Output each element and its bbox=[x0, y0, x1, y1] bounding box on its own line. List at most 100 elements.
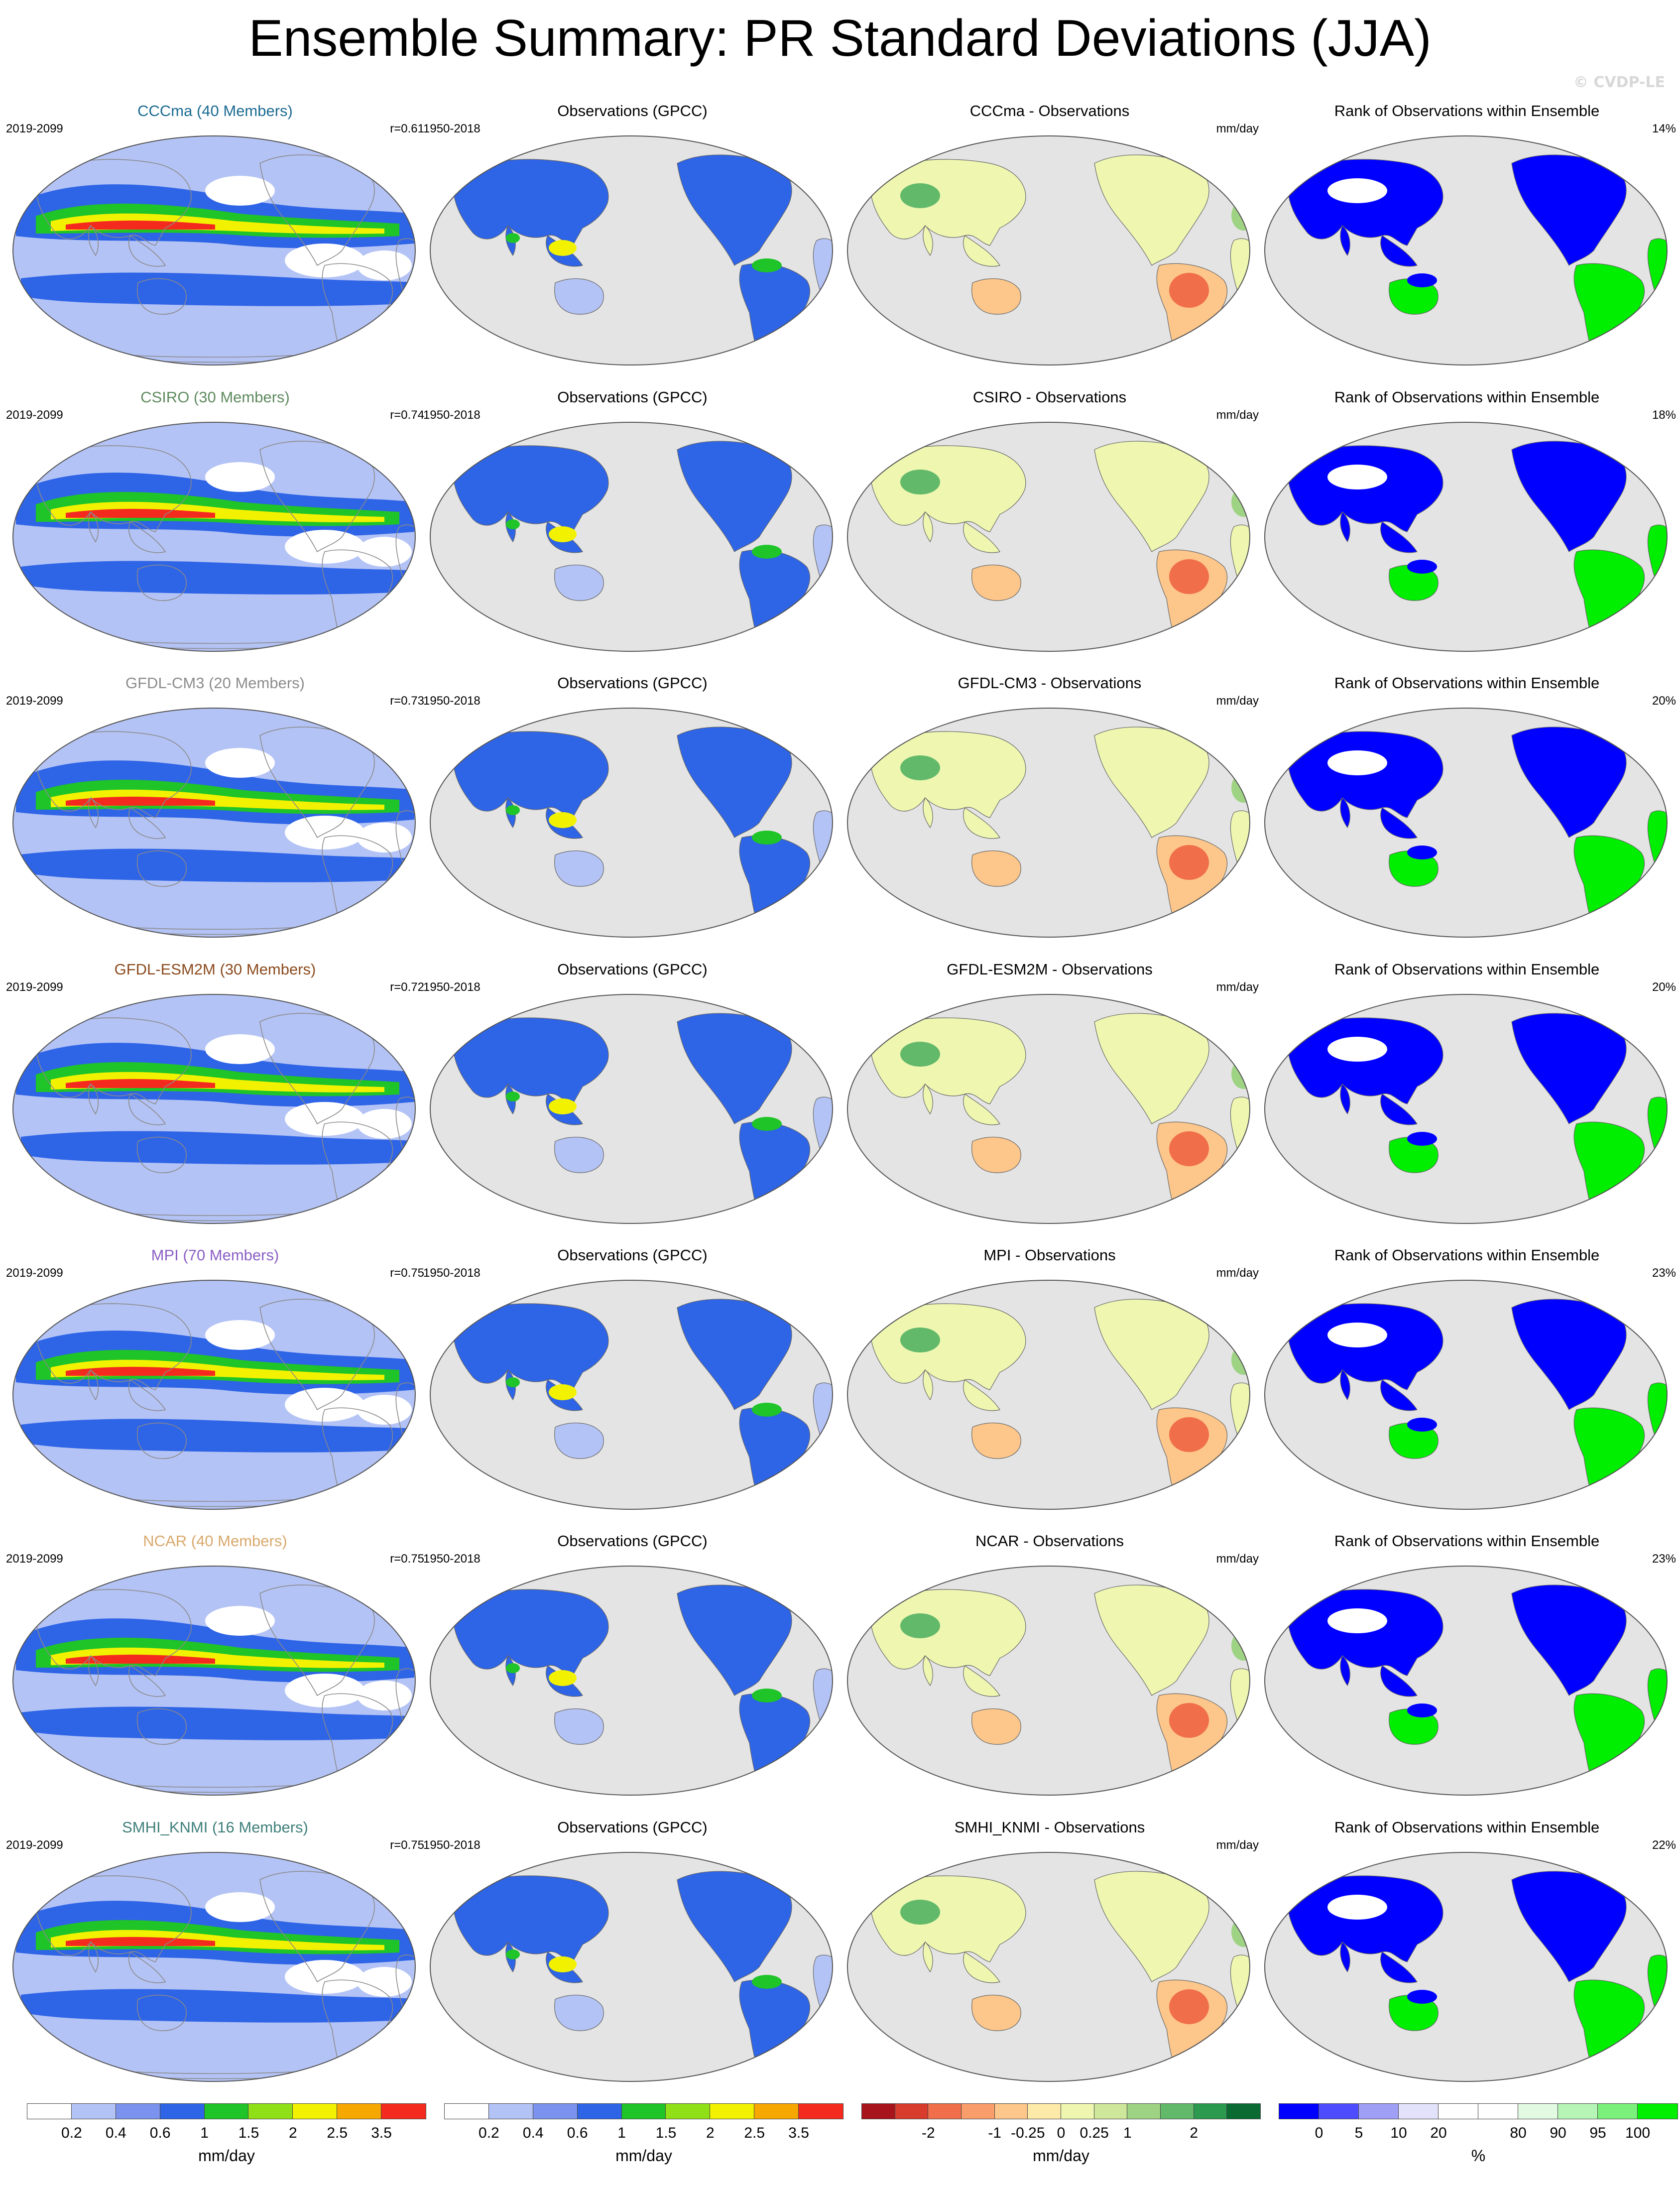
colorbar-cell bbox=[798, 2103, 844, 2119]
globe-outline bbox=[12, 1852, 416, 2082]
colorbar-cell bbox=[337, 2103, 382, 2119]
map-background bbox=[847, 136, 1250, 365]
land-austr bbox=[554, 564, 604, 601]
coastline-seasia bbox=[128, 235, 166, 267]
map-background bbox=[847, 1852, 1250, 2081]
copyright-label: © CVDP-LE bbox=[1573, 74, 1665, 91]
land-asia bbox=[869, 1875, 1026, 1962]
map-panel-obs: Observations (GPCC) 1950-2018 bbox=[423, 1819, 841, 2097]
land-india bbox=[1340, 1655, 1350, 1687]
land-afric bbox=[1647, 524, 1667, 598]
rank-gap bbox=[1327, 465, 1387, 489]
coastline-india bbox=[88, 1083, 99, 1115]
globe-map-obs bbox=[430, 1280, 833, 1510]
colorbar-tick-label: 1.5 bbox=[655, 2125, 677, 2141]
globe-outline bbox=[847, 1852, 1250, 2082]
coastline-india bbox=[88, 511, 99, 543]
land-india bbox=[1340, 1941, 1350, 1973]
land-austr bbox=[971, 1994, 1021, 2031]
rank-gap bbox=[1327, 1037, 1387, 1062]
land-asia bbox=[869, 1017, 1026, 1104]
colorbar-cells bbox=[1279, 2103, 1678, 2119]
colorbar-units: mm/day bbox=[615, 2147, 672, 2165]
colorbar-tick-label: 3.5 bbox=[788, 2125, 809, 2141]
colorbar-tick-label: 20 bbox=[1430, 2125, 1447, 2141]
map-panel-diff: GFDL-CM3 - Observations mm/day bbox=[840, 674, 1259, 953]
colorbar-cell bbox=[71, 2103, 117, 2119]
panel-title: CSIRO - Observations bbox=[972, 388, 1127, 406]
land-afric bbox=[1230, 238, 1250, 311]
coastline-austr bbox=[136, 564, 187, 601]
colorbar-tick-label: 0.6 bbox=[149, 2125, 171, 2141]
globe-map-diff bbox=[847, 135, 1250, 365]
land-india bbox=[1340, 511, 1350, 543]
panel-title: MPI - Observations bbox=[983, 1246, 1116, 1264]
globe-outline bbox=[12, 994, 416, 1224]
colorbar-cell bbox=[621, 2103, 667, 2119]
land-afric bbox=[813, 1382, 833, 1456]
land-austr bbox=[971, 278, 1021, 315]
globe-outline bbox=[430, 1852, 833, 2082]
positive-anomaly bbox=[900, 1328, 940, 1352]
colorbar-cell bbox=[1279, 2103, 1320, 2119]
colorbar-tick-label: 0 bbox=[1315, 2125, 1323, 2141]
globe-map-model bbox=[12, 422, 416, 652]
units-label: mm/day bbox=[1216, 122, 1259, 135]
rank-gap bbox=[1327, 1323, 1387, 1347]
coastline-seasia bbox=[128, 1379, 166, 1411]
globe-outline bbox=[1264, 1852, 1668, 2082]
panel-title: NCAR - Observations bbox=[975, 1532, 1124, 1550]
panel-title: NCAR (40 Members) bbox=[143, 1532, 287, 1550]
land-afric bbox=[1230, 1096, 1250, 1170]
map-background bbox=[1265, 1280, 1667, 1509]
dry-region bbox=[285, 1960, 364, 1994]
land-samer bbox=[739, 1121, 811, 1223]
panel-title: GFDL-ESM2M (30 Members) bbox=[114, 961, 316, 978]
colorbar-tick-label: 2 bbox=[288, 2125, 297, 2141]
globe-outline bbox=[12, 708, 416, 938]
map-background bbox=[13, 994, 415, 1223]
land-seasia bbox=[963, 1379, 1000, 1411]
globe-map-model bbox=[12, 1280, 416, 1510]
monsoon-max bbox=[506, 519, 520, 529]
panel-title: GFDL-CM3 (20 Members) bbox=[125, 674, 305, 692]
land-afric bbox=[1647, 1096, 1667, 1170]
globe-outline bbox=[1264, 135, 1668, 365]
globe-map-diff bbox=[847, 1566, 1250, 1796]
monsoon-max bbox=[506, 233, 520, 243]
colorbar-cell bbox=[861, 2103, 896, 2119]
colorbar-cell bbox=[1478, 2103, 1519, 2119]
map-panel-model: NCAR (40 Members) 2019-2099 r=0.75 bbox=[6, 1532, 424, 1811]
map-panel-rank: Rank of Observations within Ensemble 20% bbox=[1258, 961, 1676, 1239]
colorbar-tick-label: 0.6 bbox=[567, 2125, 588, 2141]
colorbar-cell bbox=[1558, 2103, 1598, 2119]
map-background bbox=[1265, 136, 1667, 365]
globe-outline bbox=[1264, 994, 1668, 1224]
coastline-austr bbox=[136, 278, 187, 315]
map-panel-rank: Rank of Observations within Ensemble 20% bbox=[1258, 674, 1676, 953]
positive-anomaly bbox=[900, 183, 940, 208]
land-seasia bbox=[963, 1951, 1000, 1983]
globe-outline bbox=[12, 1280, 416, 1510]
monsoon-max bbox=[549, 240, 577, 256]
positive-anomaly bbox=[1231, 1917, 1250, 1947]
map-panel-diff: SMHI_KNMI - Observations mm/day bbox=[840, 1819, 1259, 2097]
map-background bbox=[1265, 1852, 1667, 2081]
coastline-austr bbox=[136, 1708, 187, 1745]
colorbar-tick-label: 95 bbox=[1589, 2125, 1606, 2141]
period-label: 2019-2099 bbox=[6, 1838, 63, 1852]
map-panel-model: GFDL-CM3 (20 Members) 2019-2099 r=0.73 bbox=[6, 674, 424, 953]
coastline-asia bbox=[35, 159, 192, 246]
map-panel-model: GFDL-ESM2M (30 Members) 2019-2099 r=0.72 bbox=[6, 961, 424, 1239]
map-panel-model: CCCma (40 Members) 2019-2099 r=0.61 bbox=[6, 102, 424, 381]
colorbar-tick-label: -0.25 bbox=[1011, 2125, 1045, 2141]
globe-map-rank bbox=[1264, 994, 1668, 1224]
panel-title: Rank of Observations within Ensemble bbox=[1334, 961, 1600, 978]
panel-title: GFDL-CM3 - Observations bbox=[958, 674, 1142, 692]
map-background bbox=[13, 1852, 415, 2081]
land-afric bbox=[1230, 810, 1250, 883]
map-background bbox=[430, 708, 833, 937]
period-label: 1950-2018 bbox=[423, 408, 480, 422]
monsoon-max bbox=[549, 812, 577, 828]
colorbar-tick-label: 1 bbox=[617, 2125, 626, 2141]
